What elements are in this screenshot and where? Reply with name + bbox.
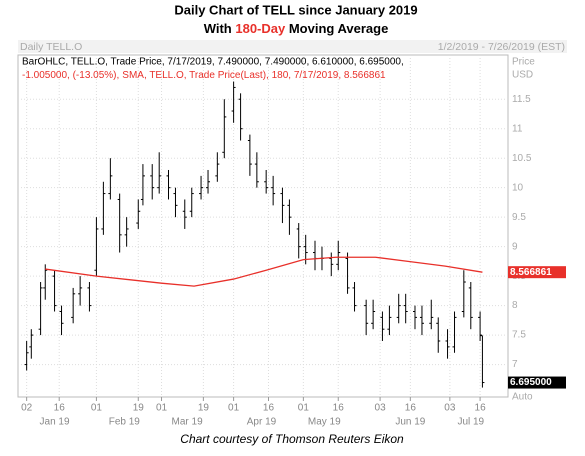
month-label: Jun 19 [395,417,425,428]
x-tick-label: 16 [263,403,275,414]
x-tick-label: 02 [21,403,33,414]
x-tick-label: 16 [475,403,487,414]
last-value-label: 6.695000 [510,377,552,388]
x-tick-label: 01 [91,403,103,414]
last-value-box [508,266,566,279]
axis-unit: Price [512,57,535,68]
x-tick-label: 03 [375,403,387,414]
chart-title: Daily Chart of TELL since January 2019 [174,2,417,17]
x-tick-label: 19 [133,403,145,414]
y-tick-label: 10 [512,182,524,193]
last-value-box [508,376,566,389]
caption: Chart courtesy of Thomson Reuters Eikon [180,432,404,446]
month-label: Apr 19 [247,417,277,428]
month-label: Feb 19 [109,417,141,428]
y-tick-label: 7.5 [512,330,526,341]
x-tick-label: 01 [298,403,310,414]
legend-change: -1.005000, (-13.05%), [22,70,119,81]
header-bar [18,40,567,53]
axis-unit: USD [512,70,533,81]
legend-line: BarOHLC, TELL.O, Trade Price, 7/17/2019,… [22,57,404,68]
month-label: Jul 19 [457,417,484,428]
plot-frame [17,54,509,398]
header-left: Daily TELL.O [20,41,82,53]
x-tick-label: 19 [198,403,210,414]
sma-line [45,256,483,287]
auto-label: Auto [512,392,533,403]
y-tick-label: 9 [512,241,518,252]
legend-line: -1.005000, (-13.05%), SMA, TELL.O, Trade … [22,70,386,81]
plot: 77.588.599.51010.51111.50216011901190116… [18,55,566,428]
month-label: May 19 [308,417,341,428]
subtitle-part: 180-Day [235,21,286,36]
header-right: 1/2/2019 - 7/26/2019 (EST) [438,41,565,53]
x-tick-label: 16 [405,403,417,414]
subtitle-part: Moving Average [285,21,388,36]
month-label: Jan 19 [40,417,70,428]
month-label: Mar 19 [172,417,204,428]
last-value-label: 8.566861 [510,267,552,278]
y-tick-label: 7 [512,359,518,370]
y-tick-label: 9.5 [512,212,526,223]
chart-subtitle: With 180-Day Moving Average [204,21,389,36]
y-tick-label: 10.5 [512,153,532,164]
x-tick-label: 01 [156,403,168,414]
legend-sma: SMA, TELL.O, Trade Price(Last), 180, 7/1… [122,70,386,81]
y-tick-label: 11.5 [512,94,531,105]
y-tick-label: 8 [512,300,518,311]
x-tick-label: 01 [228,403,240,414]
x-tick-label: 03 [444,403,456,414]
x-tick-label: 16 [333,403,345,414]
subtitle-part: With [204,21,236,36]
y-tick-label: 11 [512,123,523,134]
x-tick-label: 16 [54,403,66,414]
